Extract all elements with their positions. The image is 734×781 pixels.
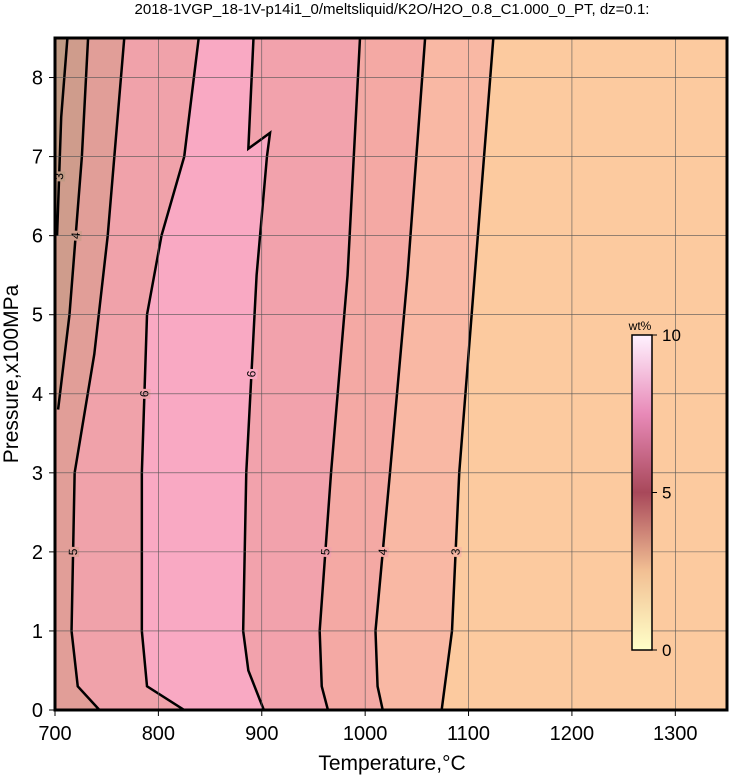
x-tick-label: 1000	[343, 723, 388, 745]
x-tick-label: 1100	[447, 723, 490, 745]
colorbar-tick-label: 5	[662, 484, 671, 503]
y-tick-label: 2	[32, 542, 43, 564]
y-tick-label: 0	[32, 700, 43, 722]
colorbar-tick-label: 10	[662, 326, 681, 345]
x-tick-label: 800	[142, 723, 175, 745]
y-tick-label: 1	[32, 621, 43, 643]
y-tick-label: 3	[32, 463, 43, 485]
contour-label: 3	[52, 172, 66, 179]
y-axis-label: Pressure,x100MPa	[0, 284, 23, 463]
colorbar-tick-label: 0	[662, 641, 671, 660]
y-tick-label: 6	[32, 226, 43, 248]
contour-line	[55, 38, 69, 236]
x-axis-label: Temperature,°C	[318, 752, 465, 775]
contour-label: 6	[244, 370, 258, 378]
frame	[53, 36, 729, 712]
x-tick-label: 700	[38, 723, 71, 745]
x-tick-label: 900	[245, 723, 278, 745]
colorbar	[631, 334, 653, 651]
axes: 700 800 900 1000 1100 1200 1300 0 1 2 3 4 5 6 7 8 wt% 0 5 1…	[32, 36, 729, 745]
x-tick-label: 1200	[550, 723, 595, 745]
contour-line	[241, 38, 272, 710]
x-tick-label: 1300	[653, 723, 698, 745]
y-tick-label: 5	[32, 305, 43, 327]
y-tick-label: 7	[32, 147, 43, 169]
y-tick-label: 4	[32, 384, 43, 406]
contour-label-bg	[245, 368, 258, 380]
colorbar-label: wt%	[628, 319, 652, 333]
y-tick-label: 8	[32, 68, 43, 90]
contour-fill	[55, 38, 89, 710]
chart-title: 2018-1VGP_18-1V-p14i1_0/meltsliquid/K2O/…	[135, 1, 650, 18]
